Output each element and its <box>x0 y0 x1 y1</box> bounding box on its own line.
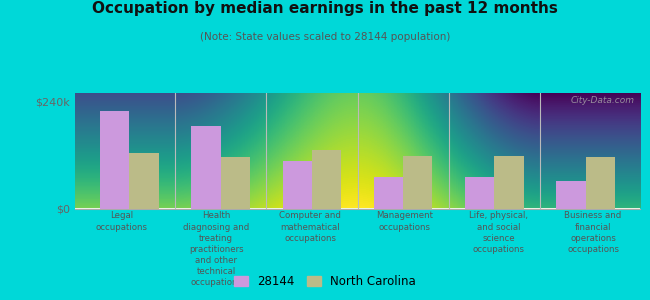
Bar <box>403 156 432 208</box>
Text: City-Data.com: City-Data.com <box>571 97 634 106</box>
Text: Life, physical,
and social
science
occupations: Life, physical, and social science occup… <box>469 212 528 254</box>
Bar <box>465 177 494 208</box>
Bar <box>100 111 129 208</box>
Text: Health
diagnosing and
treating
practitioners
and other
technical
occupations: Health diagnosing and treating practitio… <box>183 212 249 287</box>
Text: Management
occupations: Management occupations <box>376 212 433 232</box>
Text: Legal
occupations: Legal occupations <box>96 212 148 232</box>
Bar <box>494 156 523 208</box>
Bar <box>221 158 250 208</box>
Bar <box>556 181 586 208</box>
Legend: 28144, North Carolina: 28144, North Carolina <box>229 270 421 292</box>
Bar <box>129 153 159 208</box>
Bar <box>374 176 403 208</box>
Bar <box>312 150 341 208</box>
Text: (Note: State values scaled to 28144 population): (Note: State values scaled to 28144 popu… <box>200 32 450 41</box>
Text: Occupation by median earnings in the past 12 months: Occupation by median earnings in the pas… <box>92 2 558 16</box>
Bar <box>283 160 312 208</box>
Bar <box>586 158 615 208</box>
Text: Business and
financial
operations
occupations: Business and financial operations occupa… <box>564 212 622 254</box>
Bar <box>192 126 221 208</box>
Text: Computer and
mathematical
occupations: Computer and mathematical occupations <box>280 212 341 243</box>
